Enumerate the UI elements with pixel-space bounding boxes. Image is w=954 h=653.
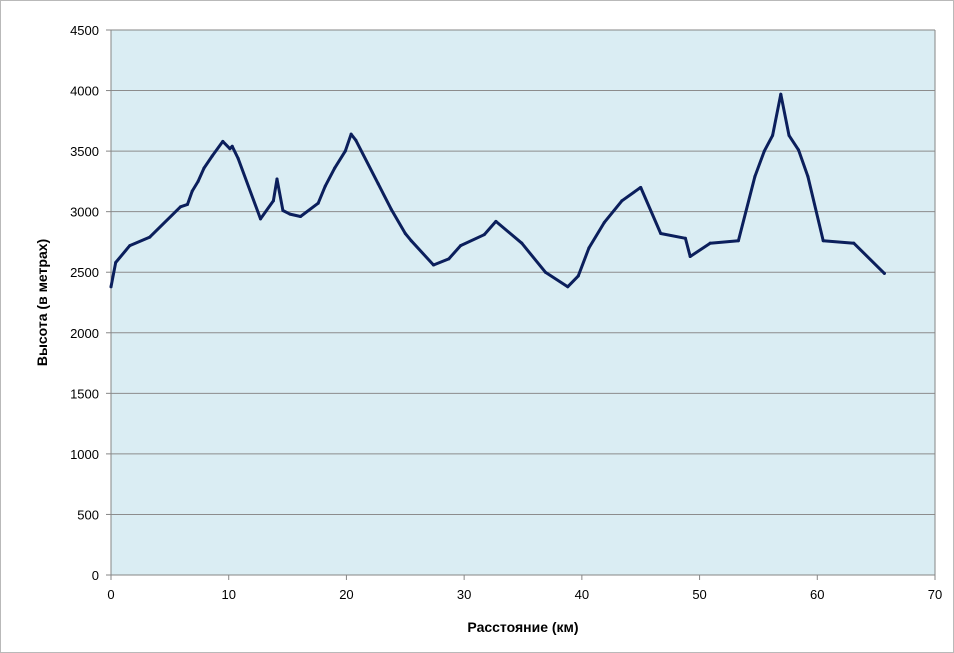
x-tick-label: 20 — [339, 587, 353, 602]
data-point — [587, 246, 591, 250]
data-point — [796, 148, 800, 152]
y-tick-label: 4000 — [70, 84, 99, 99]
data-point — [639, 185, 643, 189]
data-point — [228, 147, 232, 151]
data-point — [576, 274, 580, 278]
x-tick-label: 30 — [457, 587, 471, 602]
y-tick-label: 0 — [92, 568, 99, 583]
data-point — [258, 217, 262, 221]
data-point — [543, 270, 547, 274]
data-point — [354, 138, 358, 142]
data-points — [109, 92, 886, 289]
data-point — [602, 221, 606, 225]
data-point — [882, 271, 886, 275]
y-tick-label: 4500 — [70, 23, 99, 38]
data-point — [779, 92, 783, 96]
data-point — [494, 219, 498, 223]
data-point — [128, 244, 132, 248]
x-tick-label: 0 — [107, 587, 114, 602]
data-point — [659, 231, 663, 235]
y-tick-label: 2500 — [70, 265, 99, 280]
data-point — [333, 166, 337, 170]
data-point — [821, 239, 825, 243]
data-point — [196, 179, 200, 183]
data-point — [275, 177, 279, 181]
plot-area — [111, 30, 935, 575]
data-point — [271, 199, 275, 203]
y-tick-label: 3000 — [70, 205, 99, 220]
x-tick-label: 60 — [810, 587, 824, 602]
data-point — [787, 133, 791, 137]
data-point — [708, 241, 712, 245]
x-tick-label: 40 — [575, 587, 589, 602]
data-point — [178, 205, 182, 209]
data-point — [459, 244, 463, 248]
data-point — [202, 166, 206, 170]
series-line — [109, 92, 886, 289]
x-tick-label: 10 — [221, 587, 235, 602]
y-tick-label: 2000 — [70, 326, 99, 341]
data-point — [316, 201, 320, 205]
data-point — [230, 144, 234, 148]
data-point — [482, 233, 486, 237]
data-point — [343, 149, 347, 153]
y-tick-label: 500 — [77, 507, 99, 522]
data-point — [736, 239, 740, 243]
data-point — [566, 285, 570, 289]
data-point — [186, 202, 190, 206]
data-point — [109, 285, 113, 289]
data-point — [806, 175, 810, 179]
x-tick-label: 50 — [692, 587, 706, 602]
data-point — [349, 132, 353, 136]
axes — [110, 29, 936, 576]
data-point — [323, 184, 327, 188]
data-point — [190, 189, 194, 193]
data-point — [114, 261, 118, 265]
data-point — [299, 215, 303, 219]
data-point — [762, 149, 766, 153]
data-point — [753, 175, 757, 179]
data-point — [376, 182, 380, 186]
x-tick-labels: 0 10 20 30 40 50 60 70 — [107, 575, 942, 602]
data-point — [852, 241, 856, 245]
y-tick-labels: 0 500 1000 1500 2000 2500 3000 3500 4000 4500 — [70, 23, 111, 583]
data-point — [688, 254, 692, 258]
data-point — [409, 239, 413, 243]
data-point — [221, 139, 225, 143]
y-tick-label: 1500 — [70, 386, 99, 401]
data-point — [281, 208, 285, 212]
data-point — [288, 212, 292, 216]
y-tick-label: 1000 — [70, 447, 99, 462]
x-axis-title: Расстояние (км) — [467, 619, 578, 635]
data-point — [520, 241, 524, 245]
x-tick-label: 70 — [928, 587, 942, 602]
data-point — [403, 231, 407, 235]
y-axis-title: Высота (в метрах) — [34, 239, 50, 366]
data-point — [148, 235, 152, 239]
data-point — [620, 199, 624, 203]
data-point — [210, 154, 214, 158]
data-point — [389, 207, 393, 211]
y-tick-label: 3500 — [70, 144, 99, 159]
data-point — [771, 133, 775, 137]
data-point — [236, 156, 240, 160]
data-point — [447, 257, 451, 261]
data-point — [683, 236, 687, 240]
data-point — [432, 263, 436, 267]
